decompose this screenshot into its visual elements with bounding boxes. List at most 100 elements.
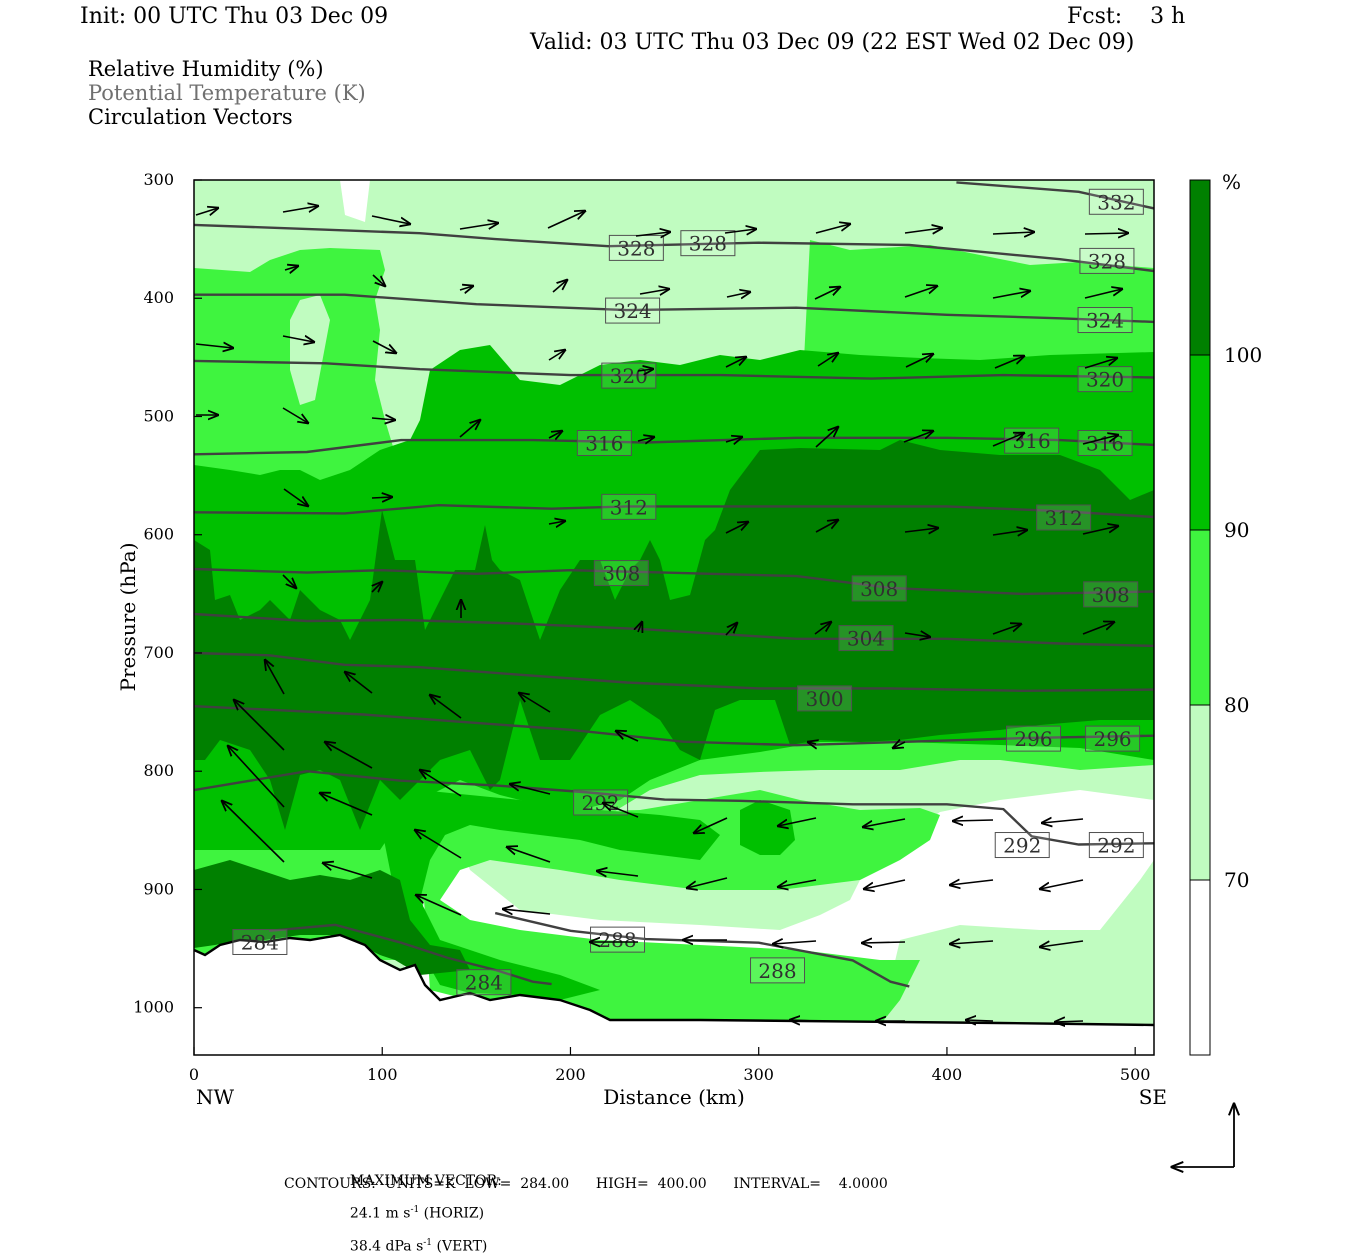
isentrope-label-308-0: 308 — [593, 560, 649, 587]
isentrope-label-328-0: 328 — [608, 234, 664, 261]
rh-80-90-lower — [420, 790, 940, 1025]
rh-90-100-lower — [380, 790, 720, 1000]
svg-text:308: 308 — [602, 562, 640, 586]
svg-text:328: 328 — [1088, 249, 1126, 273]
x-tick-label-100: 100 — [367, 1065, 398, 1084]
vectors-row-850 — [222, 801, 1084, 879]
rh-70-80-low — [880, 860, 1154, 1025]
isentrope-label-300-0: 300 — [797, 685, 853, 712]
isentrope-312 — [194, 503, 1154, 519]
max-vector-horiz: 24.1 m s — [349, 1205, 411, 1222]
isentrope-300 — [194, 651, 1154, 693]
isentrope-328 — [194, 223, 1154, 273]
x-tick-label-400: 400 — [932, 1065, 963, 1084]
colorbar: % 100 90 80 70 — [1189, 170, 1262, 1056]
x-axis: 0 100 200 300 400 500 — [189, 1047, 1150, 1084]
colorbar-label-90: 90 — [1224, 518, 1249, 542]
valid-time: Valid: 03 UTC Thu 03 Dec 09 (22 EST Wed … — [530, 30, 1135, 55]
rh-80-90-hole — [290, 295, 330, 405]
svg-text:308: 308 — [1092, 583, 1130, 607]
rh-100-main — [194, 440, 1154, 830]
y-tick-label-400: 400 — [143, 288, 174, 307]
nw-label: NW — [196, 1085, 235, 1109]
y-tick-label-500: 500 — [143, 406, 174, 425]
colorbar-label-70: 70 — [1224, 868, 1249, 892]
colorbar-bin-90 — [1190, 355, 1210, 530]
max-vector-vert-unit: (VERT) — [432, 1238, 488, 1254]
vectors-row-1010 — [790, 1020, 1084, 1022]
max-vector-vert-exp: -1 — [423, 1237, 433, 1248]
isentrope-292 — [194, 769, 1154, 846]
isentrope-label-324-0: 324 — [605, 297, 661, 324]
isentrope-label-320-1: 320 — [1077, 366, 1133, 393]
rh-90-100-patch — [740, 800, 795, 855]
max-vector-vert: 38.4 dPa s — [349, 1238, 424, 1254]
svg-text:328: 328 — [689, 232, 727, 256]
isentrope-label-296-0: 296 — [1006, 725, 1062, 752]
vectors-row-640 — [282, 574, 461, 618]
legend-rh: Relative Humidity (%) — [88, 57, 324, 81]
isentrope-332 — [956, 181, 1154, 210]
colorbar-bin-70 — [1190, 705, 1210, 880]
svg-text:324: 324 — [1086, 309, 1124, 333]
svg-text:304: 304 — [847, 627, 885, 651]
isentrope-label-304-0: 304 — [838, 625, 894, 652]
vectors-row-450 — [195, 336, 1117, 371]
plot-frame — [193, 179, 1155, 1056]
vectors-row-700 — [638, 622, 1114, 637]
svg-text:328: 328 — [617, 236, 655, 260]
isentrope-label-284-1: 284 — [456, 969, 512, 996]
svg-text:292: 292 — [1097, 834, 1135, 858]
max-vector-info: MAXIMUM VECTOR: 24.1 m s-1 (HORIZ) 38.4 … — [341, 1157, 502, 1254]
max-vector-label: MAXIMUM VECTOR: — [349, 1173, 502, 1189]
vectors-row-800 — [228, 700, 639, 818]
svg-text:300: 300 — [805, 687, 843, 711]
max-vector-horiz-exp: -1 — [410, 1205, 420, 1215]
isentrope-labels: 332 328 328 328 324 324 320 320 316 316 316 312 312 3… — [232, 188, 1144, 996]
isentrope-label-316-0: 316 — [576, 430, 632, 456]
svg-text:288: 288 — [598, 928, 636, 952]
x-tick-label-0: 0 — [189, 1065, 199, 1084]
y-tick-label-1000: 1000 — [133, 998, 174, 1017]
x-tick-label-200: 200 — [555, 1065, 586, 1084]
isentrope-label-320-0: 320 — [601, 362, 657, 389]
svg-text:296: 296 — [1093, 727, 1131, 751]
vectors-row-380 — [284, 266, 1122, 300]
vectors-row-300 — [195, 206, 1128, 236]
svg-text:292: 292 — [581, 791, 619, 815]
vectors-row-590 — [283, 488, 1118, 535]
vectors-row-530 — [196, 407, 1118, 448]
isentrope-label-308-1: 308 — [851, 575, 907, 602]
isentrope-label-308-2: 308 — [1083, 581, 1139, 608]
isentrope-label-288-1: 288 — [750, 957, 806, 984]
isentrope-label-292-0: 292 — [573, 789, 629, 816]
max-vector-horiz-unit: (HORIZ) — [419, 1205, 485, 1222]
svg-text:324: 324 — [613, 299, 651, 323]
colorbar-bin-100 — [1190, 180, 1210, 355]
svg-text:320: 320 — [610, 364, 648, 388]
svg-text:312: 312 — [1045, 506, 1083, 530]
isentrope-304 — [194, 612, 1154, 648]
contour-info: CONTOURS: UNITS=K LOW= 284.00 HIGH= 400.… — [284, 1176, 888, 1192]
y-tick-label-300: 300 — [143, 170, 174, 189]
svg-text:288: 288 — [758, 959, 796, 983]
x-tick-label-300: 300 — [743, 1065, 774, 1084]
isentrope-324 — [194, 293, 1154, 324]
x-axis-label: Distance (km) — [603, 1085, 745, 1109]
y-tick-label-700: 700 — [143, 643, 174, 662]
svg-text:332: 332 — [1097, 190, 1135, 214]
isentrope-label-324-1: 324 — [1077, 307, 1133, 334]
isentrope-label-328-1: 328 — [680, 230, 736, 257]
isentrope-label-284-0: 284 — [232, 928, 288, 955]
y-tick-label-600: 600 — [143, 525, 174, 544]
isentrope-label-288-0: 288 — [590, 926, 646, 953]
legend-theta: Potential Temperature (K) — [88, 81, 366, 105]
svg-text:316: 316 — [1086, 432, 1124, 456]
legend-vectors: Circulation Vectors — [88, 105, 293, 129]
init-time: Init: 00 UTC Thu 03 Dec 09 — [80, 4, 389, 29]
rh-field — [194, 180, 1154, 1025]
svg-text:284: 284 — [241, 930, 279, 954]
svg-text:316: 316 — [1013, 429, 1051, 453]
colorbar-label-80: 80 — [1224, 693, 1249, 717]
y-tick-label-900: 900 — [143, 879, 174, 898]
